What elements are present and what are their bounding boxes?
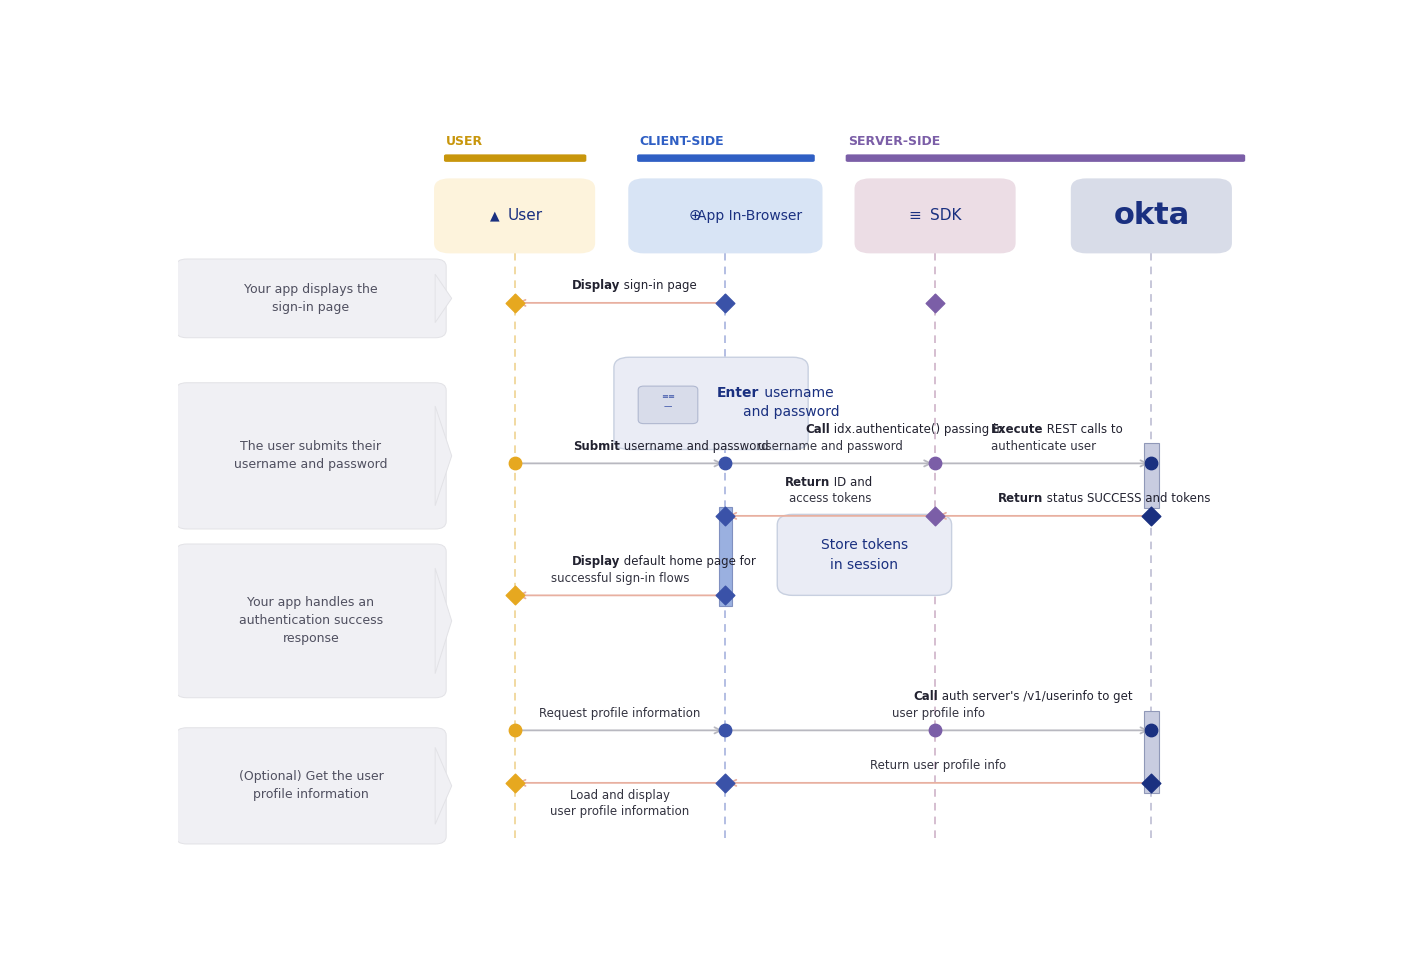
Text: ▲: ▲ (490, 209, 500, 222)
Text: User: User (508, 208, 543, 223)
Point (713, 587, 736, 603)
Point (1141, 508, 1163, 524)
FancyBboxPatch shape (719, 506, 732, 606)
Text: Request profile information: Request profile information (540, 707, 701, 720)
Polygon shape (436, 568, 451, 674)
Text: and password: and password (743, 405, 840, 420)
Text: auth server's /v1/userinfo to get: auth server's /v1/userinfo to get (938, 691, 1134, 703)
FancyBboxPatch shape (434, 178, 595, 253)
Text: access tokens: access tokens (789, 493, 871, 506)
Text: Execute: Execute (991, 424, 1044, 436)
Point (503, 295, 525, 311)
FancyBboxPatch shape (854, 178, 1015, 253)
Point (503, 456, 525, 471)
Text: Your app displays the
sign-in page: Your app displays the sign-in page (244, 282, 377, 314)
Text: Submit: Submit (572, 440, 619, 453)
Text: Your app handles an
authentication success
response: Your app handles an authentication succe… (239, 596, 383, 646)
Point (924, 295, 947, 311)
Text: user profile info: user profile info (891, 707, 985, 720)
FancyBboxPatch shape (614, 357, 809, 449)
Point (503, 775, 525, 791)
Text: okta: okta (1114, 202, 1189, 231)
Point (713, 295, 736, 311)
Text: Enter: Enter (716, 386, 759, 400)
Point (713, 456, 736, 471)
Text: authenticate user: authenticate user (991, 440, 1096, 453)
Text: ≡: ≡ (909, 208, 921, 223)
Text: Return: Return (998, 493, 1044, 506)
Text: App In-Browser: App In-Browser (698, 208, 802, 223)
Point (924, 723, 947, 738)
Text: Display: Display (571, 555, 619, 569)
Text: username and password: username and password (758, 440, 903, 453)
Text: Return user profile info: Return user profile info (870, 760, 1007, 772)
Text: successful sign-in flows: successful sign-in flows (551, 572, 689, 584)
FancyBboxPatch shape (778, 514, 951, 595)
Text: SERVER-SIDE: SERVER-SIDE (847, 135, 940, 148)
FancyBboxPatch shape (846, 154, 1245, 162)
Point (924, 508, 947, 524)
Text: Store tokens
in session: Store tokens in session (820, 538, 909, 572)
Point (713, 508, 736, 524)
FancyBboxPatch shape (628, 178, 823, 253)
FancyBboxPatch shape (175, 259, 446, 338)
Text: (Optional) Get the user
profile information: (Optional) Get the user profile informat… (239, 770, 383, 802)
Text: The user submits their
username and password: The user submits their username and pass… (234, 440, 387, 471)
FancyBboxPatch shape (1071, 178, 1232, 253)
Text: username: username (759, 386, 833, 400)
FancyBboxPatch shape (638, 386, 698, 424)
Text: CLIENT-SIDE: CLIENT-SIDE (639, 135, 723, 148)
FancyBboxPatch shape (444, 154, 587, 162)
Point (1141, 775, 1163, 791)
Polygon shape (436, 406, 451, 506)
Text: ≡≡
—: ≡≡ — (661, 393, 675, 412)
Polygon shape (436, 747, 451, 824)
FancyBboxPatch shape (175, 728, 446, 844)
Polygon shape (436, 274, 451, 322)
Text: SDK: SDK (930, 208, 961, 223)
Text: Call: Call (914, 691, 938, 703)
FancyBboxPatch shape (175, 383, 446, 529)
Text: idx.authenticate() passing in: idx.authenticate() passing in (830, 424, 1004, 436)
Text: Display: Display (571, 280, 619, 292)
Point (1141, 456, 1163, 471)
FancyBboxPatch shape (175, 544, 446, 697)
Text: default home page for: default home page for (619, 555, 756, 569)
FancyBboxPatch shape (1143, 443, 1159, 508)
Point (924, 456, 947, 471)
FancyBboxPatch shape (637, 154, 815, 162)
Point (1141, 723, 1163, 738)
Text: status SUCCESS and tokens: status SUCCESS and tokens (1044, 493, 1210, 506)
Point (713, 775, 736, 791)
Text: ID and: ID and (830, 476, 873, 489)
Point (503, 587, 525, 603)
Text: Return: Return (785, 476, 830, 489)
Text: user profile information: user profile information (550, 805, 689, 818)
Point (713, 723, 736, 738)
FancyBboxPatch shape (1143, 711, 1159, 794)
Text: username and password: username and password (619, 440, 769, 453)
Text: USER: USER (446, 135, 483, 148)
Text: ⊕: ⊕ (688, 208, 701, 223)
Text: Load and display: Load and display (570, 789, 669, 802)
Point (503, 723, 525, 738)
Text: sign-in page: sign-in page (619, 280, 696, 292)
Text: REST calls to: REST calls to (1044, 424, 1124, 436)
Text: Call: Call (806, 424, 830, 436)
